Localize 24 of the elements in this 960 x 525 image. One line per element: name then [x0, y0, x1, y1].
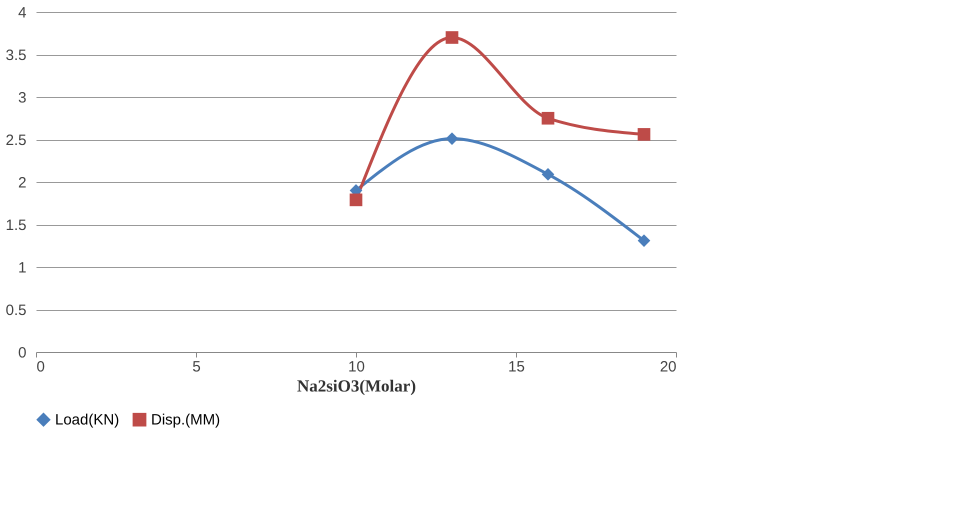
x-axis-title: Na2siO3(Molar) [297, 376, 416, 396]
y-tick-label: 2.5 [6, 132, 26, 149]
x-tick-label: 5 [192, 358, 201, 376]
point [542, 168, 554, 181]
legend-label: Load(KN) [55, 412, 120, 429]
y-tick-label: 0 [18, 344, 26, 362]
y-tick-label: 1 [18, 260, 26, 276]
point [446, 132, 458, 145]
legend-label: Disp.(MM) [151, 412, 220, 429]
point [350, 194, 362, 206]
y-tick-label: 4 [18, 4, 26, 22]
x-tick-label: 0 [36, 358, 45, 376]
x-tick-label: 15 [508, 358, 525, 376]
y-tick-label: 2 [18, 174, 26, 192]
y-tick-label: 3 [18, 90, 26, 106]
x-tick-label: 20 [660, 358, 676, 376]
point [638, 128, 650, 141]
point [638, 234, 650, 247]
y-tick-label: 0.5 [6, 302, 26, 319]
point [542, 112, 554, 125]
y-tick-label: 1.5 [6, 217, 26, 234]
point [446, 31, 458, 44]
y-tick-label: 3.5 [6, 47, 26, 64]
x-tick-label: 10 [348, 358, 365, 376]
